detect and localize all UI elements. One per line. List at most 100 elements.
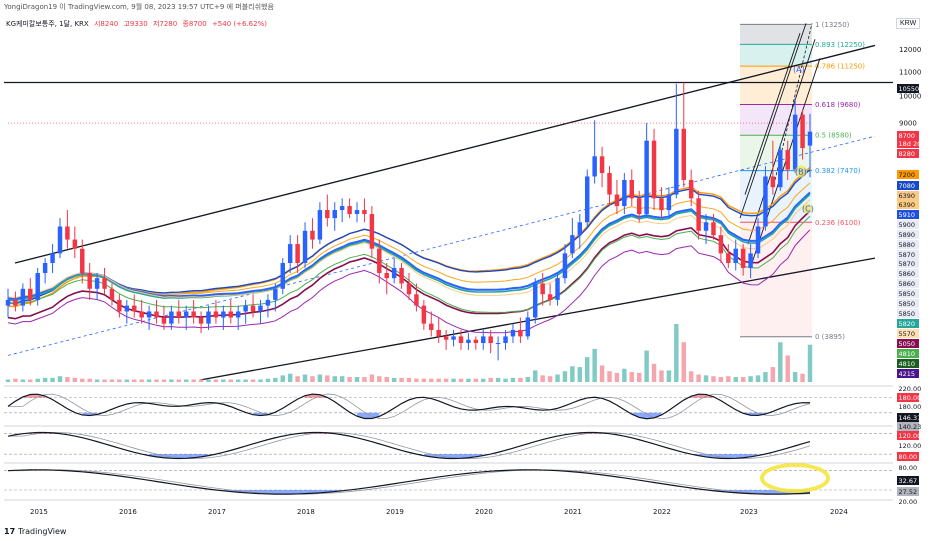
volume-bar [800, 373, 805, 382]
candle-body [280, 262, 285, 289]
volume-bar [102, 379, 107, 382]
volume-bar [146, 379, 152, 382]
fib-zone [740, 135, 812, 171]
volume-bar [562, 371, 568, 382]
price-badge-label: 8700 [899, 132, 916, 140]
volume-bar [540, 375, 545, 382]
price-badge-label: 6390 [899, 201, 916, 209]
oscillator-oversold-fill [460, 454, 469, 459]
footer-brand: TradingView [18, 527, 67, 536]
volume-bar [651, 363, 657, 382]
volume-bar [429, 378, 434, 382]
volume-bar [354, 377, 360, 382]
candle-body [42, 262, 48, 274]
price-badge-label: 4810 [899, 360, 916, 368]
price-badge-label: 8280 [899, 150, 916, 158]
price-badge-label: 10550 [899, 85, 920, 93]
volume-bar [659, 370, 664, 382]
candle-body [250, 305, 256, 312]
volume-bar [785, 355, 790, 382]
oscillator-badge [897, 413, 919, 422]
candle-body [302, 230, 308, 263]
price-badge [897, 84, 919, 93]
price-badge-label: 5870 [899, 260, 916, 268]
volume-bar [733, 377, 738, 382]
candle-body [443, 336, 449, 340]
candle-body [5, 299, 11, 306]
oscillator-oversold-fill [275, 490, 283, 495]
price-badge [897, 309, 919, 318]
candle-body [406, 283, 412, 295]
price-badge-label: 5870 [899, 251, 916, 259]
price-badge-label: 5890 [899, 231, 916, 239]
oscillator-oversold-fill [364, 412, 372, 419]
volume-bar [740, 377, 746, 382]
candle-body [332, 210, 337, 219]
candle-body [778, 149, 783, 188]
oscillator-badge [897, 497, 919, 506]
candle-body [206, 311, 211, 324]
candle-body [703, 222, 709, 231]
fib-zone [740, 44, 812, 67]
volume-bar [265, 378, 271, 382]
volume-bar [325, 375, 330, 382]
candle-body [295, 244, 300, 263]
oscillator-badge [897, 384, 919, 393]
x-axis-tick-label: 2024 [830, 508, 848, 516]
candle-body [325, 210, 330, 219]
symbol-legend: KG케미칼보통주, 1달, KRX 시8240 고9330 저7280 종870… [6, 19, 270, 29]
volume-bar [533, 370, 538, 382]
volume-bar [57, 376, 63, 382]
candle-body [503, 336, 508, 344]
oscillator-badge [897, 463, 919, 472]
fan-line [739, 23, 807, 219]
price-badge [897, 200, 919, 209]
volume-bar [629, 372, 635, 382]
fib-level-label: 0.382 (7470) [815, 167, 861, 175]
volume-bar [87, 378, 92, 382]
candle-body [20, 288, 26, 306]
price-badge-label: 4810 [899, 350, 916, 358]
volume-bar [807, 344, 813, 382]
oscillator-badge-label: 27.52 [899, 488, 918, 496]
price-badge [897, 289, 919, 298]
volume-bar [703, 375, 709, 382]
volume-bar [391, 377, 397, 382]
x-axis-tick-label: 2016 [119, 508, 137, 516]
candle-body [644, 140, 649, 215]
candle-body [161, 317, 167, 324]
volume-bar [213, 379, 219, 382]
candle-body [132, 305, 137, 312]
candle-body [57, 226, 63, 254]
volume-bar [287, 373, 293, 382]
dashed-trendline [7, 135, 876, 356]
candle-body [636, 198, 642, 215]
tradingview-footer[interactable]: 17 TradingView [4, 527, 66, 536]
volume-bar [577, 367, 583, 382]
volume-bar [607, 371, 612, 382]
volume-bar [339, 376, 345, 382]
x-axis-tick-label: 2017 [208, 508, 226, 516]
candle-body [696, 198, 701, 231]
price-badge-label: 18d 20h [899, 140, 926, 148]
wave-label: (B) [795, 168, 807, 177]
candle-body [384, 273, 389, 279]
publish-header: YongiDragon19 이 TradingView.com, 9월 08, … [4, 3, 274, 11]
candle-body [688, 179, 694, 199]
volume-bar [176, 379, 182, 382]
fib-level-label: 0.236 (6100) [815, 219, 861, 227]
volume-bar [42, 377, 48, 382]
volume-bar [436, 378, 441, 382]
volume-bar [755, 375, 761, 382]
x-axis-tick-label: 2018 [297, 508, 315, 516]
volume-bar [347, 377, 352, 382]
volume-bar [161, 379, 167, 382]
candle-body [354, 210, 360, 215]
currency-label[interactable]: KRW [896, 18, 921, 29]
legend-symbol[interactable]: KG케미칼보통주, 1달, KRX [6, 20, 89, 28]
volume-bar [280, 375, 285, 382]
y-axis-tick-label: 12000 [899, 46, 921, 54]
volume-bar [235, 379, 241, 382]
candle-body [183, 311, 189, 318]
